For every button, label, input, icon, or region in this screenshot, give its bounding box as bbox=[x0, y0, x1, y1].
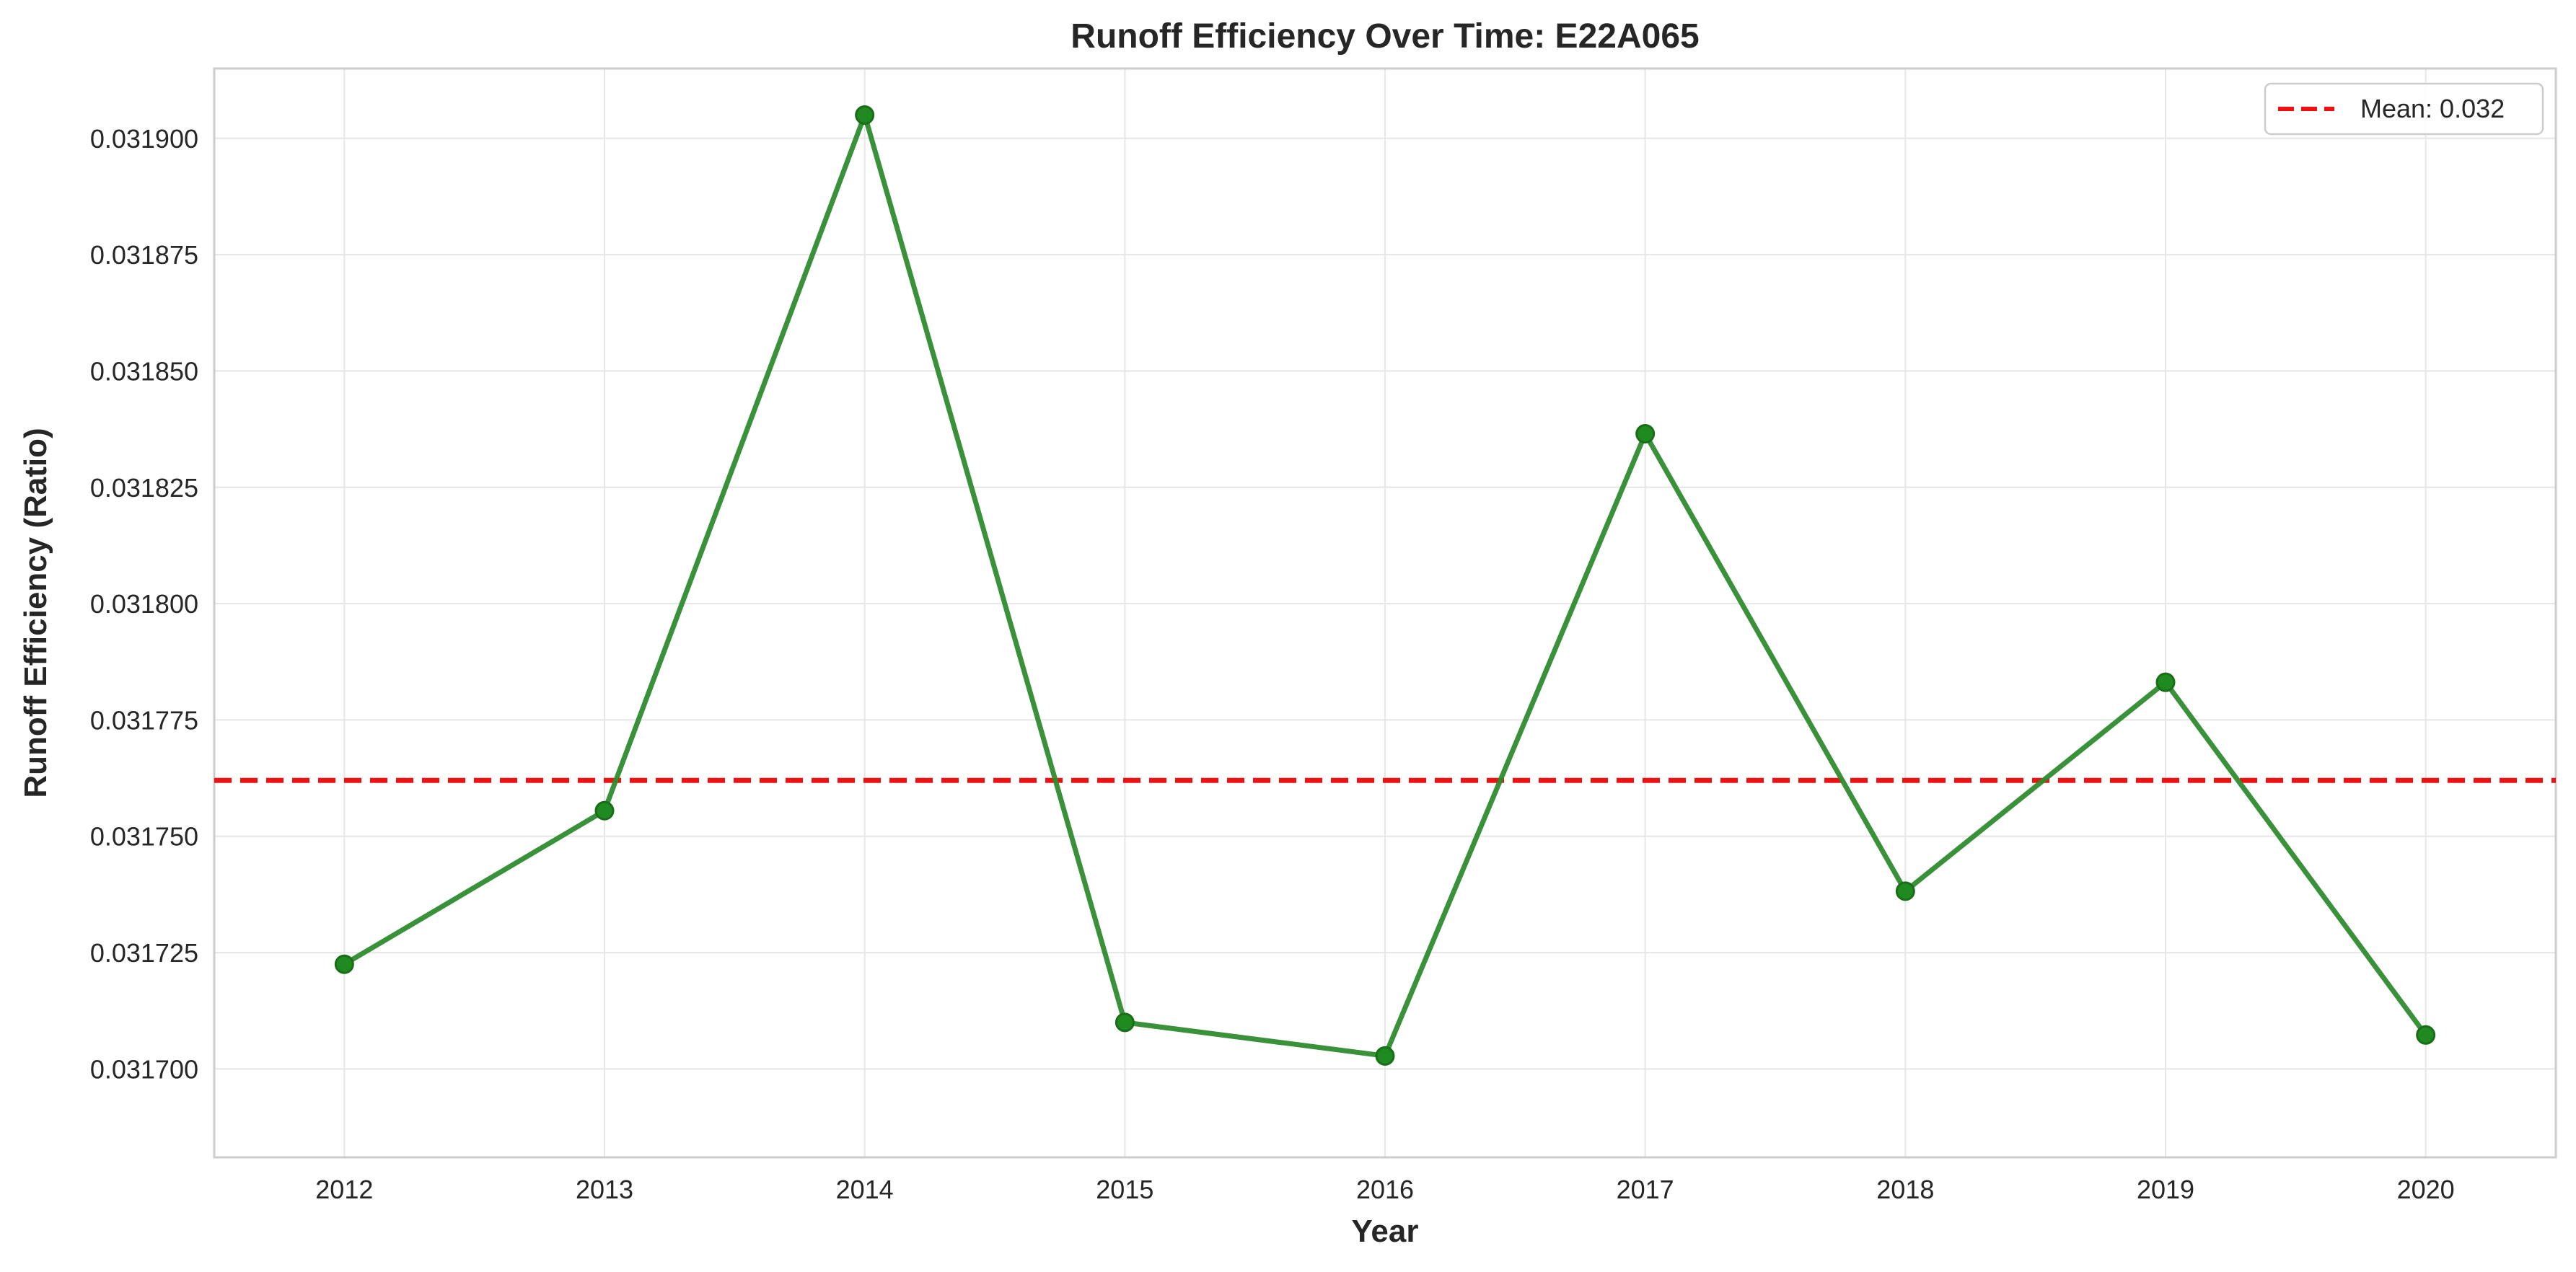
legend-mean-label: Mean: 0.032 bbox=[2360, 94, 2505, 123]
legend: Mean: 0.032 bbox=[2264, 82, 2544, 136]
x-tick-label: 2013 bbox=[576, 1175, 633, 1204]
data-point-2013 bbox=[594, 800, 615, 821]
y-tick-label: 0.031800 bbox=[90, 589, 198, 619]
x-axis-title: Year bbox=[1352, 1214, 1419, 1249]
x-tick-label: 2019 bbox=[2137, 1175, 2194, 1204]
y-tick-label: 0.031825 bbox=[90, 473, 198, 503]
y-tick-label: 0.031900 bbox=[90, 124, 198, 154]
data-point-2014 bbox=[855, 105, 875, 125]
x-tick-label: 2012 bbox=[315, 1175, 373, 1204]
data-point-2016 bbox=[1375, 1046, 1395, 1066]
chart-title: Runoff Efficiency Over Time: E22A065 bbox=[1071, 17, 1699, 56]
data-point-2020 bbox=[2416, 1025, 2436, 1045]
series-runoff-efficiency bbox=[334, 105, 2436, 1066]
y-tick-label: 0.031725 bbox=[90, 938, 198, 968]
data-point-2017 bbox=[1635, 424, 1656, 444]
x-tick-label: 2020 bbox=[2397, 1175, 2455, 1204]
data-point-2015 bbox=[1115, 1012, 1135, 1033]
y-tick-label: 0.031875 bbox=[90, 240, 198, 270]
y-tick-label: 0.031850 bbox=[90, 356, 198, 386]
y-tick-label: 0.031700 bbox=[90, 1054, 198, 1084]
x-tick-label: 2017 bbox=[1617, 1175, 1674, 1204]
y-tick-label: 0.031775 bbox=[90, 705, 198, 735]
y-tick-label: 0.031750 bbox=[90, 822, 198, 852]
plot-frame bbox=[213, 67, 2557, 1159]
data-point-2012 bbox=[334, 954, 354, 974]
data-point-2018 bbox=[1895, 881, 1915, 901]
y-axis-title: Runoff Efficiency (Ratio) bbox=[18, 428, 53, 798]
legend-box bbox=[2264, 82, 2544, 136]
x-tick-label: 2015 bbox=[1096, 1175, 1153, 1204]
x-tick-label: 2014 bbox=[836, 1175, 894, 1204]
x-axis-ticks: 2012 2013 2014 2015 2016 2017 2018 2019 2020 bbox=[315, 1175, 2454, 1204]
x-tick-label: 2018 bbox=[1876, 1175, 1934, 1204]
x-tick-label: 2016 bbox=[1356, 1175, 1414, 1204]
data-point-2019 bbox=[2155, 672, 2176, 692]
grid bbox=[214, 69, 2556, 1157]
y-axis-ticks: 0.031700 0.031725 0.031750 0.031775 0.031800… bbox=[90, 124, 198, 1085]
